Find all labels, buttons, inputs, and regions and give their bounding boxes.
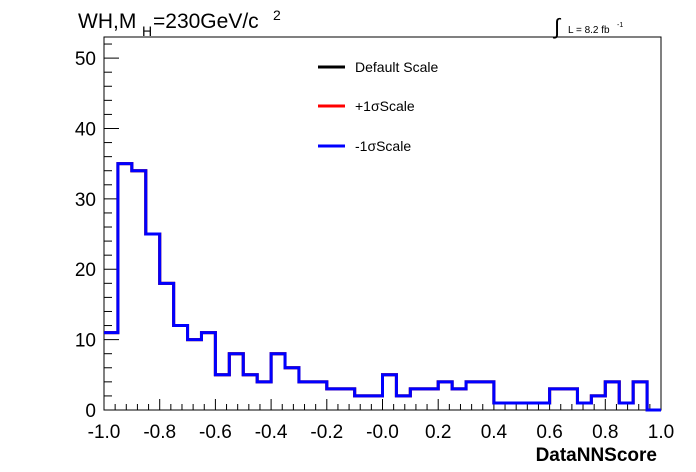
series-line-3 [104, 162, 661, 412]
chart-title-main: WH,M [78, 10, 136, 33]
legend-label-3: -1σScale [355, 138, 411, 154]
y-tick-label: 0 [85, 401, 96, 422]
x-tick-label: -0.4 [255, 422, 288, 443]
lumi-integral-sign: ∫ [552, 14, 562, 39]
x-axis: -1.0 -0.8 -0.6 -0.4 -0.2 -0.0 0.2 0.4 0.6 0.8 1.0 [88, 399, 674, 443]
series-layer [104, 162, 661, 412]
lumi-text: L = 8.2 fb [568, 25, 610, 36]
chart-title-superscript: 2 [273, 7, 281, 23]
x-tick-label: 1.0 [648, 422, 674, 443]
x-tick-label: -0.0 [366, 422, 399, 443]
y-tick-label: 10 [75, 331, 96, 352]
plot-frame [103, 36, 662, 411]
legend-label-1: Default Scale [355, 59, 438, 75]
y-tick-label: 30 [75, 190, 96, 211]
y-tick-label: 50 [75, 49, 96, 70]
y-tick-label: 20 [75, 260, 96, 281]
chart-title-rest: =230GeV/c [153, 10, 259, 33]
x-tick-label: -0.2 [310, 422, 343, 443]
chart-title-subscript: H [142, 23, 152, 39]
x-tick-label: -0.6 [199, 422, 232, 443]
legend-label-2: +1σScale [355, 98, 415, 114]
x-tick-label: 0.6 [536, 422, 562, 443]
x-axis-label: DataNNScore [536, 445, 657, 466]
x-tick-label: -1.0 [88, 422, 121, 443]
y-tick-label: 40 [75, 119, 96, 140]
y-axis: 0 10 20 30 40 50 [75, 43, 119, 422]
x-tick-label: -0.8 [143, 422, 176, 443]
x-tick-label: 0.8 [592, 422, 618, 443]
series-line-1 [104, 162, 661, 412]
series-line-2 [104, 162, 661, 412]
lumi-superscript: -1 [617, 22, 623, 29]
legend: Default Scale +1σScale -1σScale [318, 59, 438, 154]
x-tick-label: 0.2 [425, 422, 451, 443]
x-tick-label: 0.4 [481, 422, 508, 443]
